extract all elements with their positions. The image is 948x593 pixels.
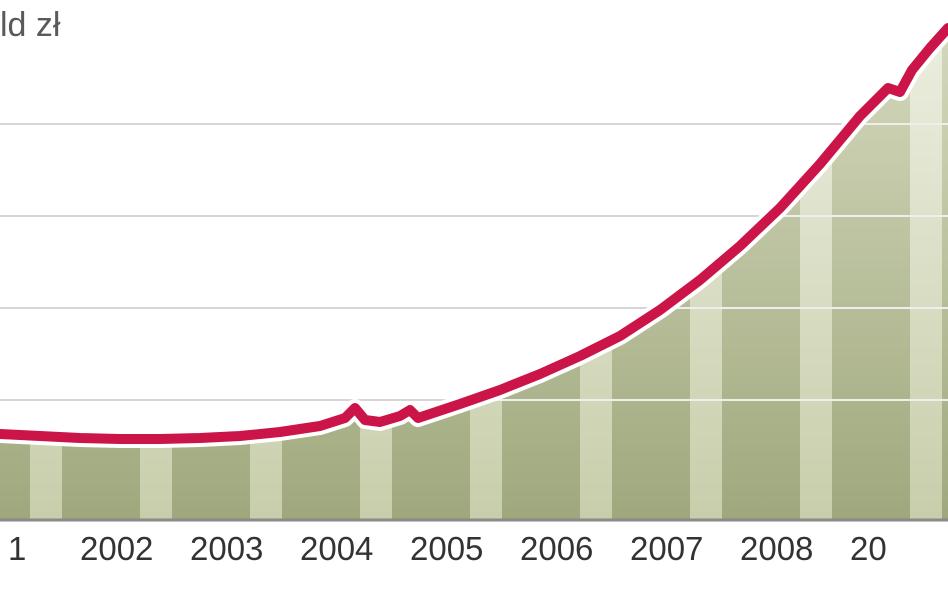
y-axis-unit-label: ld zł [0, 6, 60, 45]
x-tick-label: 20 [850, 530, 887, 567]
x-tick-label: 2006 [520, 530, 593, 567]
chart-svg: 1 2002 2003 2004 2005 2006 2007 2008 20 [0, 0, 948, 593]
x-tick-label: 2007 [630, 530, 703, 567]
x-tick-label: 1 [8, 530, 26, 567]
x-tick-label: 2005 [410, 530, 483, 567]
chart-container: ld zł 1 2002 2003 2004 2005 2006 2007 2008 20 [0, 0, 948, 593]
x-tick-label: 2003 [190, 530, 263, 567]
x-tick-label: 2002 [80, 530, 153, 567]
x-tick-label: 2004 [300, 530, 373, 567]
x-tick-label: 2008 [740, 530, 813, 567]
